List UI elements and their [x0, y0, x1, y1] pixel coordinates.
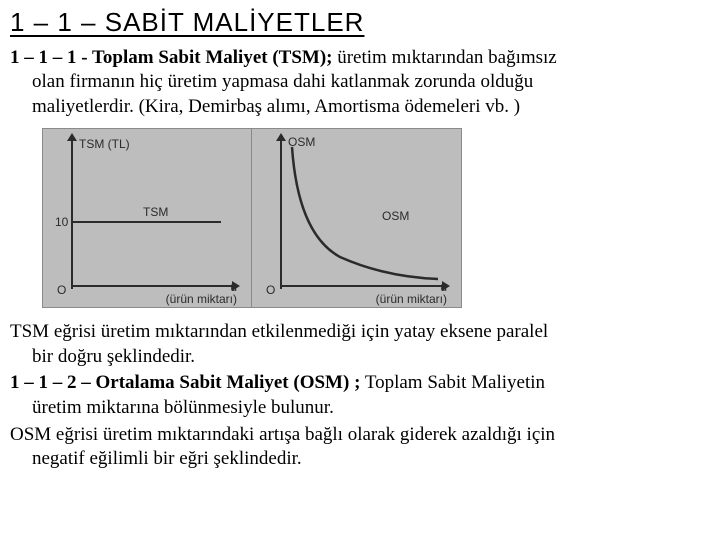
- p2-l1: TSM eğrisi üretim mıktarından etkilenmed…: [10, 321, 548, 342]
- p2: TSM eğrisi üretim mıktarından etkilenmed…: [10, 320, 710, 369]
- lower-paragraphs: TSM eğrisi üretim mıktarından etkilenmed…: [10, 320, 710, 472]
- p3-l1: Toplam Sabit Maliyetin: [360, 372, 545, 393]
- page-title: 1 – 1 – SABİT MALİYETLER: [10, 6, 710, 40]
- y-axis-label: TSM (TL): [79, 137, 130, 153]
- p2-l2: bir doğru şeklindedir.: [10, 346, 195, 367]
- tsm-curve-label: TSM: [143, 205, 168, 221]
- p3-l2: üretim miktarına bölünmesiyle bulunur.: [10, 397, 334, 418]
- origin-label: O: [57, 283, 66, 299]
- p4: OSM eğrisi üretim mıktarındaki artışa ba…: [10, 423, 710, 472]
- osm-curve: [280, 139, 445, 289]
- figure: TSM (TL) 10 TSM O u (ürün miktarı) OSM O…: [42, 128, 710, 308]
- p1-l1: üretim mıktarından bağımsız: [332, 47, 556, 68]
- y-axis: [71, 139, 73, 289]
- p1-l3: maliyetlerdir. (Kira, Demirbaş alımı, Am…: [10, 95, 710, 120]
- p1-l2: olan firmanın hiç üretim yapmasa dahi ka…: [10, 70, 710, 95]
- tick-10: 10: [55, 215, 68, 231]
- origin-label: O: [266, 283, 275, 299]
- paragraph-1: 1 – 1 – 1 - Toplam Sabit Maliyet (TSM); …: [10, 46, 710, 120]
- p3: 1 – 1 – 2 – Ortalama Sabit Maliyet (OSM)…: [10, 371, 710, 420]
- p4-l1: OSM eğrisi üretim mıktarındaki artışa ba…: [10, 424, 555, 445]
- y-axis-label: OSM: [288, 135, 315, 151]
- p3-bold: 1 – 1 – 2 – Ortalama Sabit Maliyet (OSM)…: [10, 372, 360, 393]
- tsm-line: [73, 221, 221, 223]
- p4-l2: negatif eğilimli bir eğri şeklindedir.: [10, 448, 302, 469]
- x-axis-label: u (ürün miktarı): [166, 281, 237, 305]
- p1-bold: 1 – 1 – 1 - Toplam Sabit Maliyet (TSM);: [10, 47, 332, 68]
- left-panel: TSM (TL) 10 TSM O u (ürün miktarı): [42, 128, 252, 308]
- x-axis-label: u (ürün miktarı): [376, 281, 447, 305]
- osm-curve-label: OSM: [382, 209, 409, 225]
- right-panel: OSM OSM O u (ürün miktarı): [252, 128, 462, 308]
